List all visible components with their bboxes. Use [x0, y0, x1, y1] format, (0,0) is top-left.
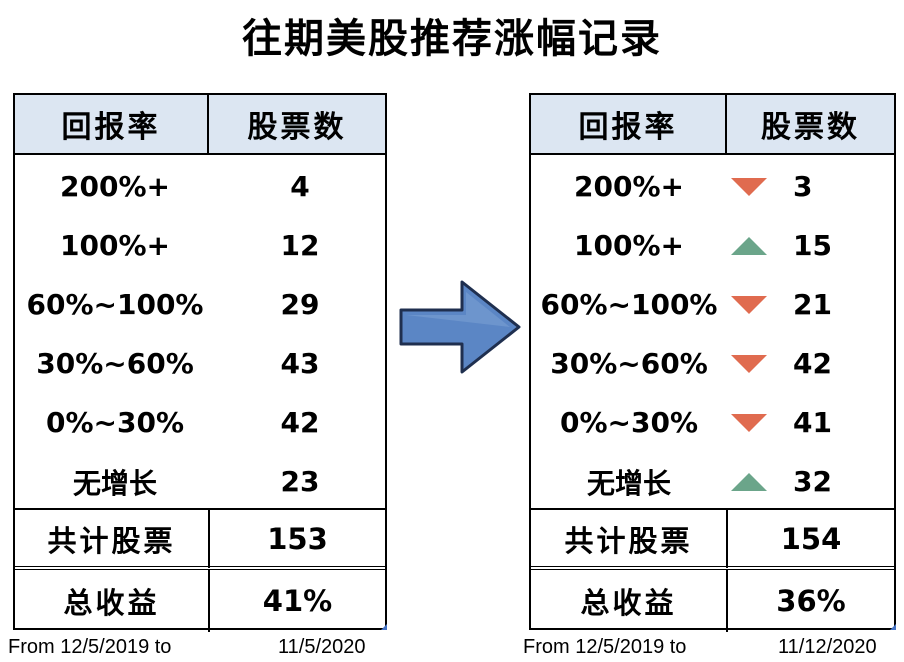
- return-value: 41%: [262, 584, 333, 618]
- triangle-up-icon: [731, 236, 767, 255]
- table-row: 无增长 23: [15, 452, 385, 511]
- total-row: 共计股票 154: [531, 508, 894, 568]
- left-table: 回报率 股票数 200%+ 4 100%+ 12 60%~100% 29 30%…: [13, 93, 387, 632]
- count-cell: 4: [290, 170, 310, 203]
- page-title: 往期美股推荐涨幅记录: [242, 16, 662, 62]
- left-footer-from: From 12/5/2019 to: [8, 636, 172, 658]
- right-footer-from: From 12/5/2019 to: [523, 636, 687, 658]
- range-cell: 100%+: [60, 229, 170, 262]
- return-value: 36%: [776, 584, 846, 618]
- count-cell: 21: [793, 288, 832, 321]
- count-cell: 42: [793, 347, 832, 380]
- total-label: 共计股票: [531, 510, 728, 568]
- total-label: 共计股票: [15, 510, 210, 568]
- header-stock-count: 股票数: [761, 110, 860, 145]
- table-row: 0%~30% 41: [531, 393, 894, 452]
- count-cell: 41: [793, 406, 832, 439]
- return-label: 总收益: [15, 570, 210, 632]
- right-table: 回报率 股票数 200%+ 3 100%+ 15 60%~100% 21 3: [529, 93, 896, 632]
- table-row: 30%~60% 42: [531, 334, 894, 393]
- count-cell: 32: [793, 465, 832, 498]
- range-cell: 200%+: [60, 170, 170, 203]
- count-cell: 23: [280, 465, 320, 498]
- range-cell: 60%~100%: [540, 288, 718, 321]
- triangle-down-icon: [731, 413, 767, 432]
- table-row: 200%+ 4: [15, 157, 385, 216]
- table-header: 回报率 股票数: [531, 95, 894, 155]
- table-row: 30%~60% 43: [15, 334, 385, 393]
- count-cell: 12: [280, 229, 320, 262]
- table-row: 60%~100% 21: [531, 275, 894, 334]
- right-arrow-icon: [399, 280, 521, 374]
- range-cell: 无增长: [72, 466, 157, 500]
- table-row: 0%~30% 42: [15, 393, 385, 452]
- triangle-up-icon: [731, 472, 767, 491]
- table-row: 100%+ 12: [15, 216, 385, 275]
- table-row: 100%+ 15: [531, 216, 894, 275]
- table-row: 无增长 32: [531, 452, 894, 511]
- range-cell: 0%~30%: [559, 406, 699, 439]
- header-return-rate: 回报率: [531, 95, 727, 153]
- return-row: 总收益 41%: [15, 566, 385, 632]
- resize-handle-icon: [381, 624, 387, 630]
- total-row: 共计股票 153: [15, 508, 385, 568]
- header-return-rate: 回报率: [15, 95, 209, 153]
- total-value: 154: [780, 522, 842, 556]
- table-header: 回报率 股票数: [15, 95, 385, 155]
- range-cell: 30%~60%: [36, 347, 194, 380]
- table-row: 200%+ 3: [531, 157, 894, 216]
- count-cell: 3: [793, 170, 813, 203]
- range-cell: 30%~60%: [550, 347, 708, 380]
- range-cell: 60%~100%: [26, 288, 204, 321]
- header-stock-count: 股票数: [247, 110, 347, 145]
- left-footer-to: 11/5/2020: [278, 636, 366, 658]
- resize-handle-icon: [890, 624, 896, 630]
- range-cell: 无增长: [586, 466, 671, 500]
- count-cell: 42: [280, 406, 320, 439]
- range-cell: 0%~30%: [45, 406, 185, 439]
- count-cell: 43: [280, 347, 320, 380]
- triangle-down-icon: [731, 354, 767, 373]
- total-value: 153: [267, 522, 328, 556]
- range-cell: 200%+: [574, 170, 684, 203]
- return-label: 总收益: [531, 570, 728, 632]
- table-row: 60%~100% 29: [15, 275, 385, 334]
- triangle-down-icon: [731, 177, 767, 196]
- return-row: 总收益 36%: [531, 566, 894, 632]
- count-cell: 29: [280, 288, 320, 321]
- triangle-down-icon: [731, 295, 767, 314]
- count-cell: 15: [793, 229, 832, 262]
- right-footer-to: 11/12/2020: [778, 636, 877, 658]
- range-cell: 100%+: [574, 229, 684, 262]
